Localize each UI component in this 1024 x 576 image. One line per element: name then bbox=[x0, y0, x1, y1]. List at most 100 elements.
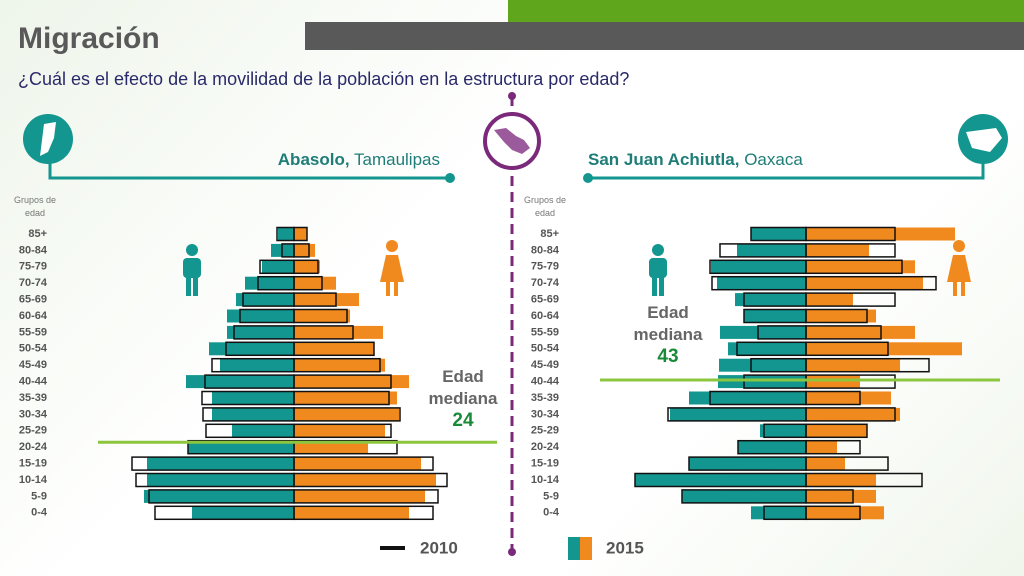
bar-male bbox=[188, 440, 294, 454]
state-shape bbox=[966, 128, 1002, 152]
outline-female bbox=[805, 325, 882, 340]
age-label: 45-49 bbox=[19, 359, 47, 371]
bar-female bbox=[294, 375, 409, 389]
bar-female bbox=[294, 440, 368, 454]
age-label: 20-24 bbox=[19, 441, 48, 453]
age-label: 65-69 bbox=[19, 294, 47, 306]
bar-female bbox=[806, 424, 867, 438]
age-label: 5-9 bbox=[31, 490, 47, 502]
axis-title: Grupos de edad bbox=[13, 195, 57, 218]
bar-female bbox=[294, 325, 383, 339]
bar-male bbox=[760, 424, 806, 438]
bar-female bbox=[294, 260, 320, 274]
outline-female bbox=[293, 325, 354, 340]
bar-female bbox=[294, 424, 385, 438]
median-label: Edad mediana 43 bbox=[628, 302, 708, 368]
bar-male bbox=[212, 407, 294, 421]
state-shape bbox=[40, 122, 56, 156]
age-label: 30-34 bbox=[19, 408, 48, 420]
outline-female bbox=[805, 390, 861, 406]
bar-female bbox=[294, 506, 409, 520]
age-label: 85+ bbox=[28, 228, 47, 240]
icons bbox=[183, 240, 971, 296]
bar-female bbox=[806, 457, 845, 471]
bar-male bbox=[717, 276, 806, 290]
bar-female bbox=[806, 440, 837, 454]
state: Oaxaca bbox=[744, 150, 803, 169]
outline-female bbox=[805, 505, 861, 521]
age-label: 15-19 bbox=[531, 458, 559, 470]
bar-male bbox=[227, 325, 294, 339]
bar-female bbox=[806, 473, 876, 487]
outline-female bbox=[293, 505, 434, 521]
connector-dot bbox=[583, 173, 593, 183]
age-label: 20-24 bbox=[531, 441, 560, 453]
bar-male bbox=[232, 424, 294, 438]
bar-female bbox=[294, 473, 436, 487]
outline-female bbox=[805, 489, 854, 504]
bar-female bbox=[806, 309, 876, 323]
legend-swatch-2015 bbox=[568, 537, 580, 560]
outline-female bbox=[805, 243, 896, 258]
bar-male bbox=[720, 325, 806, 339]
bar-male bbox=[147, 473, 294, 487]
bar-male bbox=[212, 391, 294, 405]
outline-female bbox=[805, 357, 930, 373]
outline-female bbox=[293, 308, 348, 324]
age-label: 10-14 bbox=[531, 474, 560, 486]
median-value: 24 bbox=[452, 410, 474, 431]
age-label: 75-79 bbox=[19, 261, 47, 273]
bar-female bbox=[294, 227, 307, 241]
header-bar-green bbox=[508, 0, 1024, 22]
outline-female bbox=[293, 275, 323, 291]
outline-female bbox=[805, 341, 889, 357]
age-label: 25-29 bbox=[531, 425, 559, 437]
outline-female bbox=[293, 357, 381, 373]
bar-female bbox=[806, 227, 955, 241]
chart-title: Abasolo, Tamaulipas bbox=[278, 150, 440, 169]
bar-female bbox=[806, 506, 884, 520]
outline-female bbox=[805, 374, 896, 389]
bar-male bbox=[236, 293, 294, 307]
header-bar-gray bbox=[305, 22, 1024, 50]
bar-male bbox=[728, 342, 806, 356]
outline-female bbox=[293, 226, 308, 242]
outline-female bbox=[293, 456, 434, 471]
age-label: 80-84 bbox=[19, 244, 48, 256]
age-label: 50-54 bbox=[19, 343, 48, 355]
age-label: 25-29 bbox=[19, 425, 47, 437]
bar-male bbox=[227, 309, 294, 323]
outline-female bbox=[805, 308, 868, 324]
outline-female bbox=[293, 439, 398, 455]
divider-dot bbox=[508, 548, 516, 556]
age-label: 45-49 bbox=[531, 359, 559, 371]
bar-female bbox=[294, 489, 425, 503]
age-label: 35-39 bbox=[531, 392, 559, 404]
outline-female bbox=[805, 439, 861, 455]
bar-male bbox=[147, 457, 294, 471]
bar-female bbox=[806, 293, 853, 307]
bar-male bbox=[719, 358, 806, 372]
state: Tamaulipas bbox=[354, 150, 440, 169]
age-label: 0-4 bbox=[543, 507, 560, 519]
bar-female bbox=[294, 457, 421, 471]
bar-female bbox=[806, 391, 891, 405]
outline-female bbox=[293, 341, 375, 357]
legend-label: 2010 bbox=[420, 538, 458, 557]
outline-female bbox=[805, 226, 896, 242]
age-label: 60-64 bbox=[19, 310, 48, 322]
bar-female bbox=[806, 342, 962, 356]
bar-male bbox=[278, 227, 294, 241]
age-label: 30-34 bbox=[531, 408, 560, 420]
bar-male bbox=[737, 243, 806, 257]
outline-female bbox=[293, 407, 401, 422]
bar-female bbox=[294, 342, 374, 356]
age-label: 40-44 bbox=[531, 376, 560, 388]
bar-male bbox=[689, 391, 806, 405]
outline-female bbox=[293, 390, 390, 406]
age-label: 55-59 bbox=[19, 326, 47, 338]
age-label: 60-64 bbox=[531, 310, 560, 322]
age-label: 70-74 bbox=[19, 277, 48, 289]
bar-female bbox=[806, 260, 915, 274]
